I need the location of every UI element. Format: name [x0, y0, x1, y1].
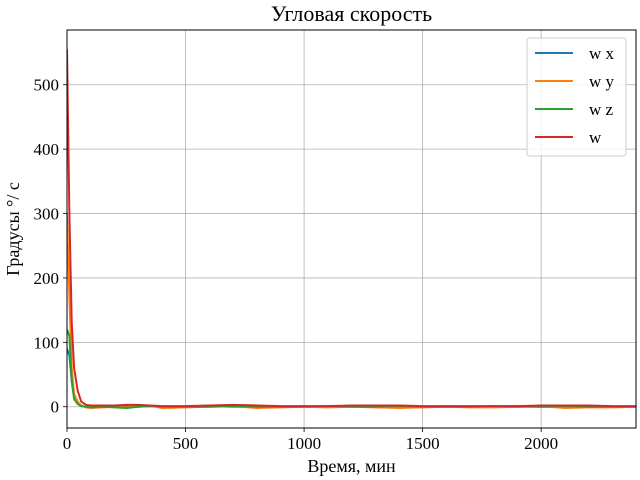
y-tick-label: 200	[34, 269, 60, 288]
legend-box	[526, 37, 627, 157]
plot-lines	[67, 49, 636, 410]
y-tick-label: 500	[34, 76, 60, 95]
x-tick-label: 1500	[406, 434, 440, 453]
plot-frame	[66, 29, 637, 429]
axis-ticks: 0 500 1000 1500 2000 0 100 200 300 400 500	[34, 76, 559, 453]
legend: w x w y w z w	[526, 37, 627, 157]
x-tick-label: 2000	[524, 434, 558, 453]
x-tick-label: 500	[173, 434, 199, 453]
x-tick-label: 0	[63, 434, 72, 453]
legend-label: w z	[589, 100, 614, 119]
y-tick-label: 300	[34, 205, 60, 224]
series-line-3	[67, 49, 636, 408]
y-tick-label: 400	[34, 140, 60, 159]
legend-label: w	[589, 128, 602, 147]
x-axis-label: Время, мин	[307, 456, 396, 476]
legend-label: w x	[589, 44, 615, 63]
chart-title: Угловая скорость	[271, 1, 432, 26]
y-axis-label: Градусы °/ с	[3, 182, 23, 276]
x-tick-label: 1000	[287, 434, 321, 453]
legend-label: w y	[589, 72, 615, 91]
y-tick-label: 0	[51, 398, 60, 417]
y-tick-label: 100	[34, 333, 60, 352]
